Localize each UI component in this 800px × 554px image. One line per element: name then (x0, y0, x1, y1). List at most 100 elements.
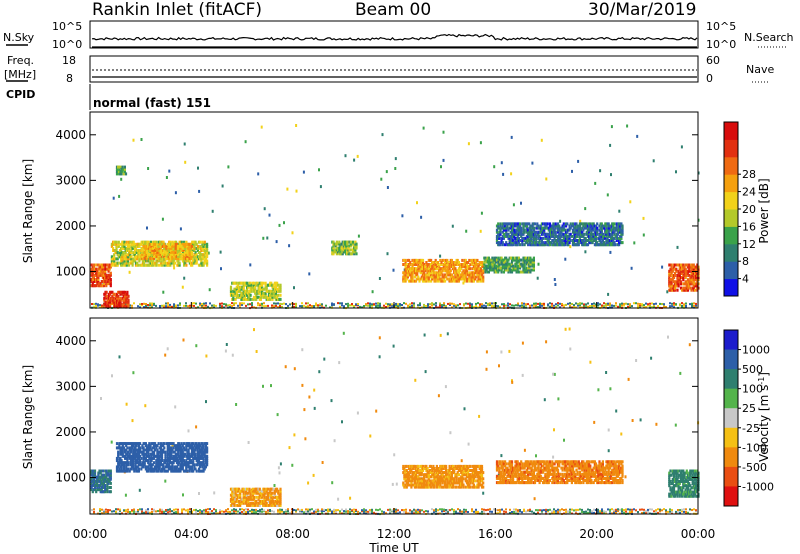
data-cell (204, 259, 207, 263)
data-cell (119, 292, 122, 296)
ground-scatter-cell (345, 512, 347, 515)
data-cell (119, 456, 122, 460)
sparse-cell (422, 126, 425, 130)
data-cell (274, 287, 277, 291)
data-cell (518, 230, 522, 234)
data-cell (185, 259, 188, 263)
data-cell (603, 224, 606, 228)
ground-scatter-cell (539, 509, 541, 512)
ground-scatter-cell (597, 512, 599, 515)
data-cell (567, 234, 570, 238)
ground-scatter-cell (643, 511, 645, 514)
ground-scatter-cell (351, 304, 353, 307)
data-cell (115, 167, 119, 171)
data-cell (571, 228, 575, 232)
data-cell (182, 242, 185, 246)
ground-scatter-cell (425, 510, 427, 512)
data-cell (683, 267, 686, 271)
data-cell (684, 280, 687, 284)
ground-scatter-cell (153, 302, 155, 305)
sparse-cell (607, 449, 610, 453)
data-cell (475, 267, 478, 271)
data-cell (408, 258, 411, 262)
data-cell (346, 250, 349, 254)
data-cell (604, 236, 607, 240)
ground-scatter-cell (173, 508, 175, 511)
data-cell (138, 257, 141, 261)
data-cell (272, 287, 275, 291)
data-cell (206, 242, 209, 246)
data-cell (439, 267, 442, 271)
data-cell (589, 222, 592, 226)
data-cell (103, 302, 106, 306)
data-cell (125, 246, 128, 250)
ground-scatter-cell (217, 512, 219, 515)
data-cell (250, 283, 253, 287)
data-cell (433, 273, 436, 277)
data-cell (514, 264, 517, 268)
data-cell (121, 296, 124, 300)
ground-scatter-cell (653, 303, 655, 306)
data-cell (354, 240, 357, 244)
data-cell (527, 266, 530, 270)
ground-scatter-cell (335, 511, 337, 513)
data-cell (411, 271, 414, 275)
data-cell (160, 254, 163, 258)
sparse-cell (675, 170, 677, 174)
data-cell (450, 261, 453, 264)
data-cell (109, 490, 112, 494)
data-cell (693, 278, 697, 282)
data-cell (202, 263, 205, 267)
ground-scatter-cell (223, 510, 225, 513)
data-cell (113, 242, 116, 246)
data-cell (246, 289, 249, 293)
data-cell (126, 261, 130, 265)
ground-scatter-cell (625, 302, 627, 305)
ground-scatter-cell (575, 508, 577, 511)
data-cell (172, 263, 175, 267)
data-cell (100, 284, 103, 288)
ground-scatter-cell (117, 508, 119, 511)
ground-scatter-cell (227, 511, 229, 514)
data-cell (160, 252, 163, 256)
data-cell (200, 257, 203, 261)
data-cell (686, 284, 690, 288)
data-cell (552, 228, 555, 232)
data-cell (247, 291, 250, 295)
sparse-cell (633, 241, 636, 245)
data-cell (125, 249, 128, 252)
data-cell (106, 481, 109, 485)
ground-scatter-cell (205, 510, 207, 512)
data-cell (523, 270, 526, 274)
data-cell (613, 232, 616, 236)
data-cell (483, 260, 486, 264)
data-cell (141, 250, 144, 254)
data-cell (252, 283, 256, 287)
data-cell (670, 278, 673, 282)
ground-scatter-cell (427, 304, 429, 307)
sparse-cell (680, 145, 683, 149)
data-cell (529, 256, 532, 260)
data-cell (163, 244, 166, 248)
sparse-cell (569, 245, 572, 249)
ground-scatter-cell (155, 510, 157, 513)
data-cell (235, 295, 238, 299)
ground-scatter-cell (547, 303, 549, 306)
data-cell (585, 224, 588, 228)
ground-scatter-cell (99, 508, 101, 511)
ground-scatter-cell (283, 511, 285, 514)
data-cell (527, 230, 530, 234)
data-cell (353, 252, 356, 256)
data-cell (133, 249, 136, 252)
data-cell (255, 281, 258, 285)
data-cell (130, 257, 133, 261)
data-cell (190, 250, 193, 254)
data-cell (124, 242, 127, 246)
data-cell (573, 239, 576, 242)
ground-scatter-cell (689, 303, 691, 306)
data-cell (525, 258, 528, 262)
data-cell (145, 244, 148, 248)
sparse-cell (283, 221, 285, 225)
data-cell (257, 287, 260, 291)
data-cell (403, 275, 406, 279)
